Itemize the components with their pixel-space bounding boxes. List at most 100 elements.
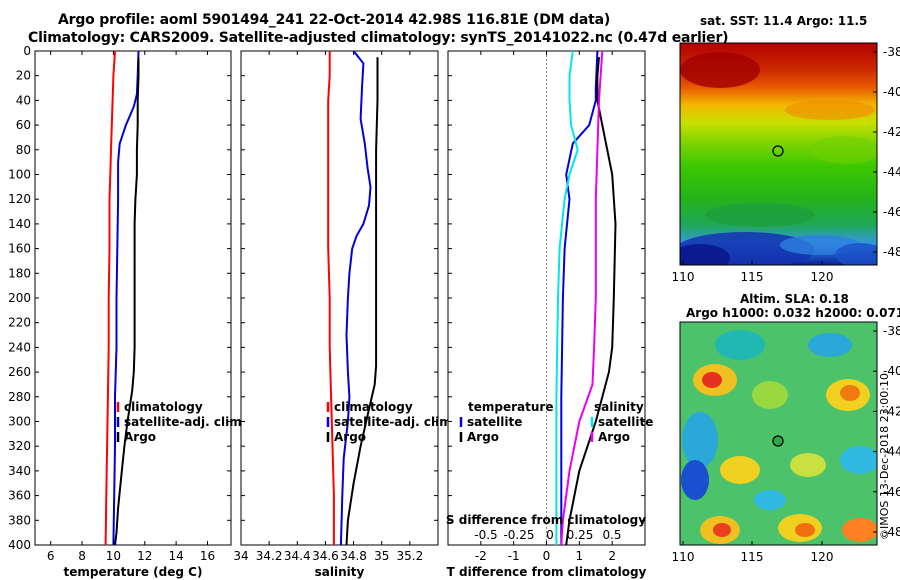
lat-tick-label: -42 bbox=[883, 404, 900, 418]
y-tick-label: 240 bbox=[8, 340, 31, 354]
y-tick-label: 200 bbox=[8, 291, 31, 305]
chart-title-line2: Climatology: CARS2009. Satellite-adjuste… bbox=[28, 30, 729, 46]
legend-label: satellite-adj. clim. bbox=[124, 415, 246, 429]
lat-tick-label: -42 bbox=[883, 125, 900, 139]
lon-tick-label: 115 bbox=[741, 550, 764, 564]
y-tick-label: 180 bbox=[8, 266, 31, 280]
y-tick-label: 40 bbox=[16, 93, 31, 107]
legend-label: satellite-adj. clim. bbox=[334, 415, 456, 429]
x-tick-label: 34.6 bbox=[312, 549, 339, 563]
top-axis-label: S difference from climatology bbox=[446, 513, 646, 527]
lat-tick-label: -46 bbox=[883, 485, 900, 499]
altim-sla-title: Altim. SLA: 0.18 bbox=[740, 292, 849, 306]
y-tick-label: 260 bbox=[8, 365, 31, 379]
x-tick-label: 10 bbox=[106, 549, 121, 563]
plot-area bbox=[447, 50, 646, 546]
x-tick-label: -2 bbox=[475, 549, 487, 563]
lon-tick-label: 110 bbox=[672, 270, 695, 284]
y-tick-label: 300 bbox=[8, 415, 31, 429]
y-tick-label: 380 bbox=[8, 513, 31, 527]
legend-label: climatology bbox=[334, 400, 413, 414]
series-line-temperature-argo bbox=[565, 57, 617, 546]
legend-header-salinity: salinity bbox=[594, 400, 644, 414]
legend-label: Argo bbox=[334, 430, 366, 444]
lat-tick-label: -44 bbox=[883, 165, 900, 179]
x-tick-label: 2 bbox=[608, 549, 616, 563]
legend-label: satellite bbox=[598, 415, 653, 429]
chart-title-line1: Argo profile: aoml 5901494_241 22-Oct-20… bbox=[58, 12, 611, 28]
y-tick-label: 280 bbox=[8, 390, 31, 404]
x-tick-label: 6 bbox=[47, 549, 55, 563]
series-line-satellite-adj-clim- bbox=[339, 50, 372, 546]
y-tick-label: 20 bbox=[16, 69, 31, 83]
x-tick-label: -1 bbox=[508, 549, 520, 563]
lat-tick-label: -40 bbox=[883, 85, 900, 99]
top-tick-label: 0 bbox=[546, 528, 554, 542]
y-tick-label: 60 bbox=[16, 118, 31, 132]
salinity-panel: 34 34.2 34.4 34.6 34.8 35 35.2 salinity climatol… bbox=[233, 50, 456, 579]
series-line-climatology bbox=[327, 51, 335, 545]
plot-area bbox=[34, 50, 232, 546]
lat-tick-label: -40 bbox=[883, 364, 900, 378]
sst-map-title: sat. SST: 11.4 Argo: 11.5 bbox=[700, 14, 868, 28]
top-tick-label: -0.5 bbox=[474, 528, 497, 542]
top-tick-label: -0.25 bbox=[503, 528, 534, 542]
legend-header-temperature: temperature bbox=[468, 400, 553, 414]
series-line-salinity-argo bbox=[560, 50, 604, 546]
lat-tick-label: -38 bbox=[883, 45, 900, 59]
y-tick-label: 100 bbox=[8, 168, 31, 182]
series-line-argo bbox=[114, 57, 140, 546]
lon-tick-label: 120 bbox=[811, 270, 834, 284]
y-tick-label: 360 bbox=[8, 489, 31, 503]
lat-tick-label: -46 bbox=[883, 205, 900, 219]
x-tick-label: 34 bbox=[233, 549, 248, 563]
sst-map: 110 115 120 -38 -40 -42 -44 -46 -48 bbox=[672, 42, 900, 284]
x-tick-label: 34.8 bbox=[340, 549, 367, 563]
x-axis-label: temperature (deg C) bbox=[64, 565, 203, 579]
x-tick-label: 34.2 bbox=[256, 549, 283, 563]
legend-label: Argo bbox=[124, 430, 156, 444]
difference-panel: -2 -1 0 1 2 T difference from climatology S di… bbox=[446, 50, 653, 579]
x-tick-label: 8 bbox=[78, 549, 86, 563]
x-tick-label: 16 bbox=[200, 549, 215, 563]
lat-tick-label: -38 bbox=[883, 324, 900, 338]
y-tick-label: 320 bbox=[8, 439, 31, 453]
x-tick-label: 12 bbox=[137, 549, 152, 563]
y-tick-label: 140 bbox=[8, 217, 31, 231]
legend-label: satellite bbox=[467, 415, 522, 429]
series-line-salinity-satellite bbox=[555, 50, 579, 545]
lat-tick-label: -44 bbox=[883, 445, 900, 459]
sla-map: 110 115 120 -38 -40 -42 -44 -46 -48 bbox=[672, 321, 900, 564]
y-tick-label: 160 bbox=[8, 242, 31, 256]
legend-label: Argo bbox=[598, 430, 630, 444]
y-tick-label: 400 bbox=[8, 538, 31, 552]
x-tick-label: 35.2 bbox=[396, 549, 423, 563]
series-line-satellite-adj-clim- bbox=[112, 50, 140, 546]
imos-timestamp: ©IMOS 13-Dec-2018 23:00:10 bbox=[878, 373, 891, 540]
x-axis-label: salinity bbox=[315, 565, 365, 579]
lat-tick-label: -48 bbox=[883, 525, 900, 539]
lat-tick-label: -48 bbox=[883, 245, 900, 259]
temperature-panel: 6 8 10 12 14 16020406080100120140160180200220… bbox=[8, 44, 246, 579]
x-tick-label: 35 bbox=[374, 549, 389, 563]
plot-area bbox=[240, 50, 439, 546]
lon-tick-label: 120 bbox=[811, 550, 834, 564]
argo-location-marker bbox=[772, 145, 784, 157]
top-tick-label: 0.25 bbox=[567, 528, 594, 542]
series-line-argo bbox=[345, 57, 379, 546]
top-tick-label: 0.5 bbox=[602, 528, 621, 542]
x-axis-label: T difference from climatology bbox=[447, 565, 647, 579]
lon-tick-label: 115 bbox=[741, 270, 764, 284]
x-tick-label: 34.4 bbox=[284, 549, 311, 563]
legend-label: Argo bbox=[467, 430, 499, 444]
y-tick-label: 0 bbox=[23, 44, 31, 58]
y-tick-label: 80 bbox=[16, 143, 31, 157]
y-tick-label: 340 bbox=[8, 464, 31, 478]
x-tick-label: 1 bbox=[576, 549, 584, 563]
argo-location-marker bbox=[772, 435, 784, 447]
y-tick-label: 120 bbox=[8, 192, 31, 206]
series-line-climatology bbox=[104, 50, 116, 546]
x-tick-label: 14 bbox=[168, 549, 183, 563]
legend-label: climatology bbox=[124, 400, 203, 414]
